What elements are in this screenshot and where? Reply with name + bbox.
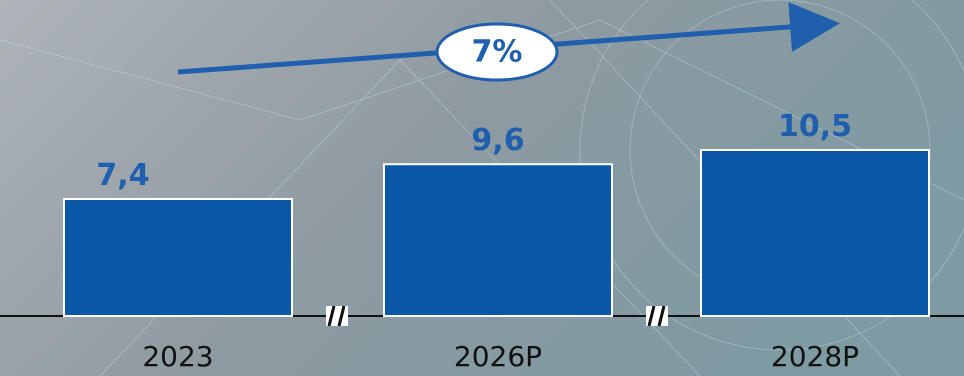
bar: [383, 163, 613, 317]
annotation-bubble: [435, 22, 559, 82]
x-tick-label: 2028P: [771, 340, 859, 373]
x-tick-label: 2023: [142, 340, 213, 373]
value-label: 9,6: [471, 123, 524, 158]
axis-break: [326, 305, 668, 327]
x-tick-label: 2026P: [454, 340, 542, 373]
bar: [700, 149, 930, 317]
bar: [63, 198, 293, 317]
value-label: 10,5: [778, 109, 852, 144]
value-label: 7,4: [96, 158, 149, 193]
annotation: 7%: [472, 35, 523, 70]
